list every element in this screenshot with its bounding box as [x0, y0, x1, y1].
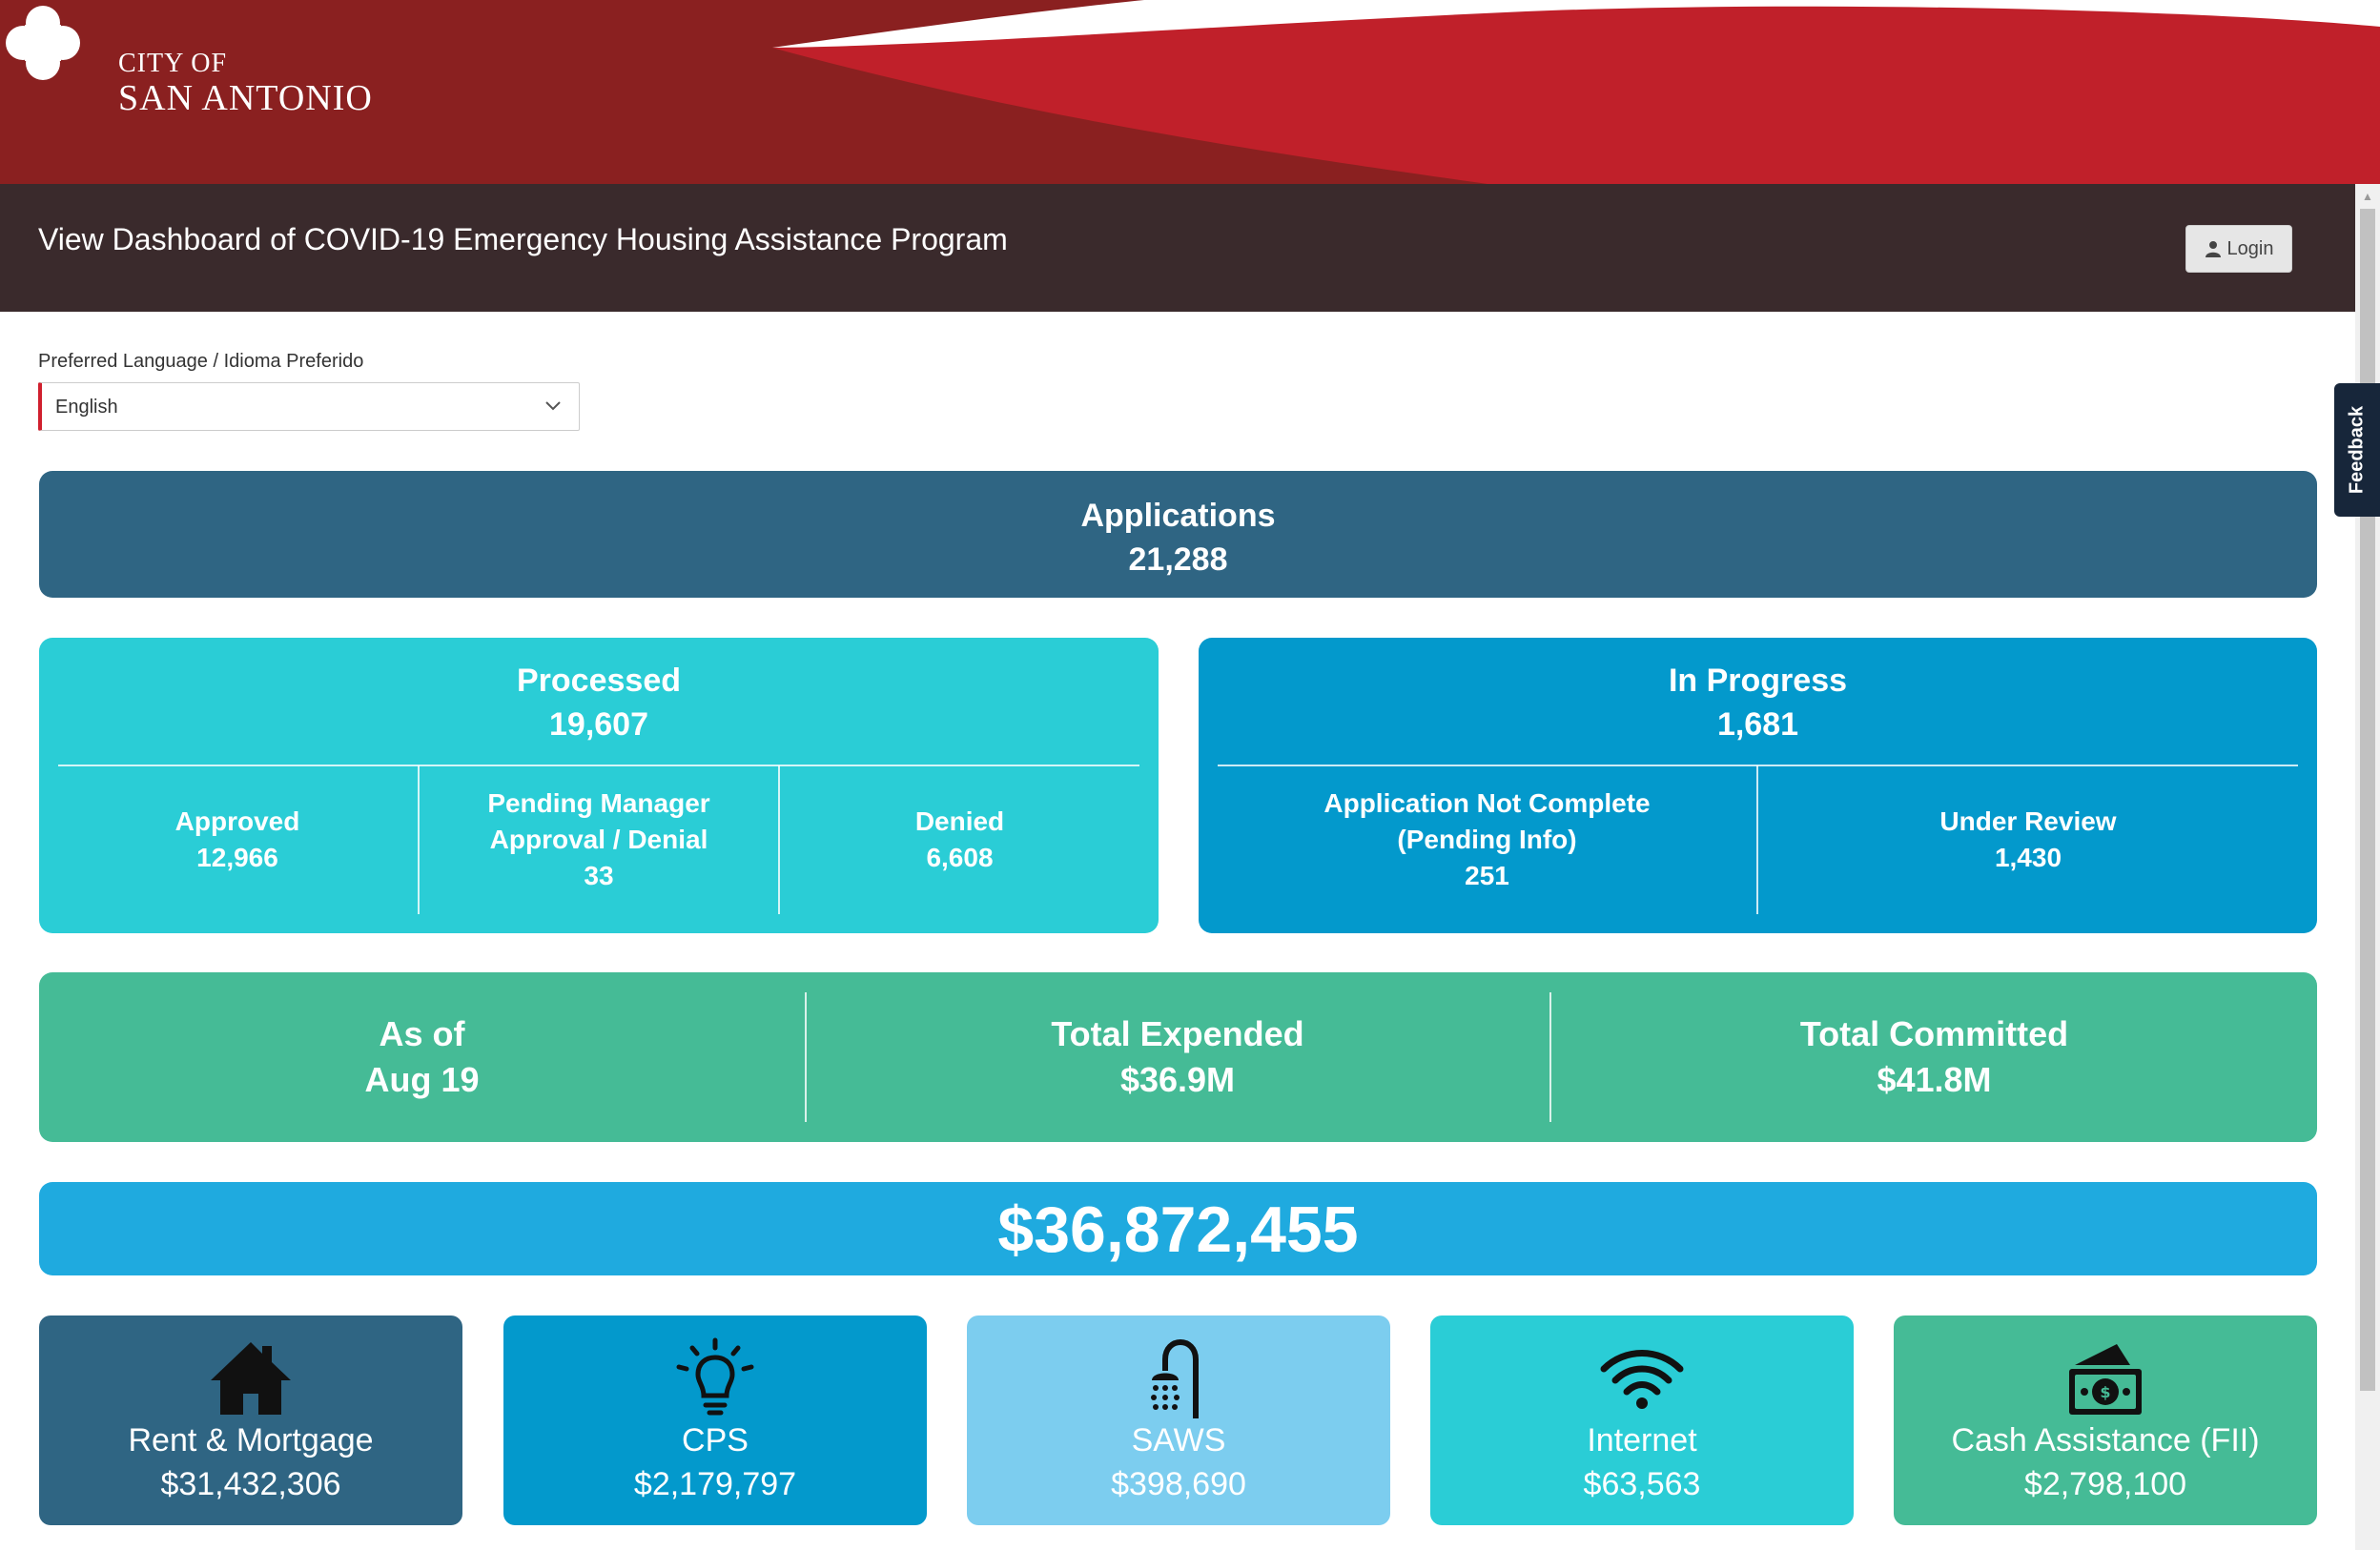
denied-cell: Denied 6,608: [780, 765, 1139, 914]
divider: [1756, 765, 1758, 914]
grand-total-value: $36,872,455: [997, 1193, 1359, 1266]
house-icon: [211, 1342, 291, 1415]
approved-value: 12,966: [196, 843, 278, 872]
divider: [1549, 992, 1551, 1122]
login-button[interactable]: Login: [2185, 225, 2292, 273]
divider: [778, 765, 780, 914]
as-of-cell: As of Aug 19: [39, 986, 805, 1129]
summary-card: As of Aug 19 Total Expended $36.9M Total…: [39, 972, 2317, 1142]
total-expended-value: $36.9M: [1119, 1060, 1236, 1099]
divider: [58, 765, 1139, 766]
processed-card: Processed 19,607 Approved 12,966 Pending…: [39, 638, 1159, 933]
under-review-label: Under Review: [1939, 806, 2117, 836]
category-label: Internet: [1587, 1422, 1697, 1458]
not-complete-label-line2: (Pending Info): [1397, 825, 1577, 854]
city-logo-icon: [6, 6, 80, 80]
category-tile-saws: SAWS $398,690: [967, 1315, 1390, 1525]
processed-label: Processed: [517, 663, 681, 699]
total-expended-cell: Total Expended $36.9M: [807, 986, 1549, 1129]
feedback-label: Feedback: [2346, 405, 2368, 495]
applications-card: Applications 21,288: [39, 471, 2317, 598]
header-banner: CITY OF SAN ANTONIO: [0, 0, 2380, 184]
total-expended-label: Total Expended: [1051, 1014, 1304, 1053]
total-committed-value: $41.8M: [1877, 1060, 1992, 1099]
applications-label: Applications: [1080, 498, 1276, 534]
banner-waves: [0, 0, 2380, 184]
wifi-icon: [1600, 1350, 1684, 1409]
total-committed-cell: Total Committed $41.8M: [1551, 986, 2317, 1129]
total-committed-label: Total Committed: [1799, 1014, 2069, 1053]
category-tile-cash-assistance: $ Cash Assistance (FII) $2,798,100: [1894, 1315, 2317, 1525]
language-label: Preferred Language / Idioma Preferido: [38, 351, 364, 372]
shower-icon: [1151, 1338, 1199, 1418]
lightbulb-icon: [676, 1337, 754, 1416]
language-select[interactable]: English: [38, 382, 580, 431]
as-of-label: As of: [379, 1014, 465, 1053]
applications-value: 21,288: [1128, 541, 1228, 578]
not-complete-value: 251: [1465, 861, 1509, 890]
category-label: Cash Assistance (FII): [1951, 1422, 2260, 1458]
feedback-tab[interactable]: Feedback: [2334, 383, 2380, 517]
category-label: CPS: [682, 1422, 749, 1458]
money-icon: $: [2069, 1344, 2142, 1415]
logo-san-antonio: SAN ANTONIO: [118, 78, 373, 118]
application-not-complete-cell: Application Not Complete (Pending Info) …: [1218, 765, 1756, 914]
category-amount: $2,179,797: [633, 1466, 797, 1502]
approved-label: Approved: [174, 806, 300, 836]
login-label: Login: [2226, 237, 2274, 259]
title-bar: View Dashboard of COVID-19 Emergency Hou…: [0, 184, 2355, 312]
as-of-value: Aug 19: [364, 1060, 480, 1099]
divider: [418, 765, 420, 914]
category-label: Rent & Mortgage: [128, 1422, 374, 1458]
category-tile-cps: CPS $2,179,797: [503, 1315, 927, 1525]
category-amount: $2,798,100: [2023, 1466, 2187, 1502]
in-progress-label: In Progress: [1668, 663, 1848, 699]
city-logo-text: CITY OF SAN ANTONIO: [118, 49, 373, 119]
pending-manager-value: 33: [584, 861, 614, 890]
pending-manager-cell: Pending Manager Approval / Denial 33: [420, 765, 778, 914]
processed-value: 19,607: [549, 706, 648, 743]
page-title: View Dashboard of COVID-19 Emergency Hou…: [38, 222, 1008, 256]
category-amount: $63,563: [1583, 1466, 1701, 1502]
in-progress-value: 1,681: [1716, 706, 1799, 743]
svg-text:$: $: [2100, 1383, 2110, 1401]
in-progress-card: In Progress 1,681 Application Not Comple…: [1199, 638, 2317, 933]
category-tile-rent-mortgage: Rent & Mortgage $31,432,306: [39, 1315, 462, 1525]
divider: [805, 992, 807, 1122]
under-review-cell: Under Review 1,430: [1758, 765, 2298, 914]
scroll-up-arrow-icon[interactable]: ▲: [2362, 190, 2373, 203]
denied-value: 6,608: [926, 843, 994, 872]
approved-cell: Approved 12,966: [58, 765, 417, 914]
category-amount: $31,432,306: [160, 1466, 341, 1502]
not-complete-label-line1: Application Not Complete: [1323, 788, 1651, 818]
denied-label: Denied: [914, 806, 1005, 836]
grand-total-card: $36,872,455: [39, 1182, 2317, 1275]
category-amount: $398,690: [1111, 1466, 1246, 1502]
language-selected-value: English: [55, 397, 118, 418]
category-label: SAWS: [1131, 1422, 1226, 1458]
pending-manager-label-line1: Pending Manager: [487, 788, 710, 818]
user-icon: [2205, 241, 2221, 257]
logo-city-of: CITY OF: [118, 49, 228, 78]
pending-manager-label-line2: Approval / Denial: [489, 825, 708, 854]
chevron-down-icon: [545, 401, 561, 411]
under-review-value: 1,430: [1994, 843, 2062, 872]
category-tile-internet: Internet $63,563: [1430, 1315, 1854, 1525]
